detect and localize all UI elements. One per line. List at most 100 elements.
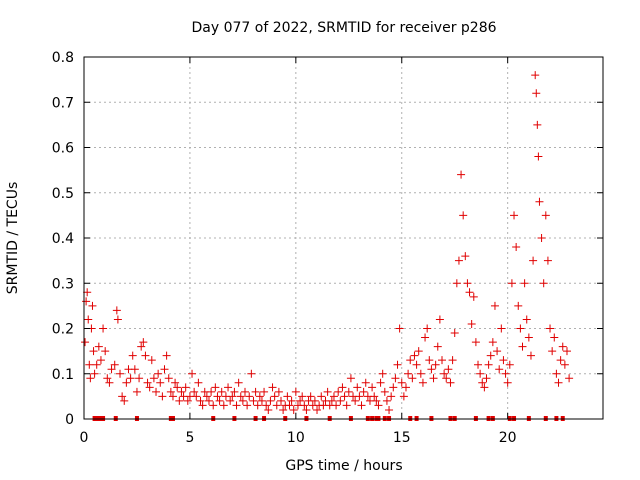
data-point [207,387,216,396]
data-point [287,396,296,405]
data-point [425,356,434,365]
data-point [385,405,394,414]
data-point [461,252,470,261]
data-point [562,347,571,356]
data-point [211,383,220,392]
y-axis-ticks: 0 0.1 0.2 0.3 0.4 0.5 0.6 0.7 0.8 [52,50,603,428]
data-point [236,392,245,401]
data-point [81,338,90,347]
data-point [395,324,404,333]
data-point [306,392,315,401]
data-point [264,405,273,414]
data-point [128,351,137,360]
grid [84,57,603,419]
data-point [272,401,281,410]
data-point [156,378,165,387]
data-point [518,342,527,351]
data-point [421,333,430,342]
y-tick-label: 0.1 [52,367,74,383]
data-point [448,356,457,365]
y-tick-label: 0.8 [52,50,74,66]
data-point [158,392,167,401]
data-point [446,378,455,387]
data-point [429,374,438,383]
data-point [374,401,383,410]
data-point [120,396,129,405]
data-point [217,387,226,396]
data-point [512,243,521,252]
data-point [89,347,98,356]
data-point [361,378,370,387]
data-point [501,369,510,378]
data-point [92,360,101,369]
data-point [499,356,508,365]
x-axis-ticks: 0 5 10 15 20 [80,57,517,446]
data-point [380,387,389,396]
data-point [480,383,489,392]
data-point [230,387,239,396]
data-point [94,342,103,351]
data-point [171,378,180,387]
data-point [486,351,495,360]
data-point [510,211,519,220]
data-point [554,378,563,387]
data-point [399,392,408,401]
data-point [478,378,487,387]
data-point [431,360,440,369]
data-point [355,392,364,401]
y-axis-label: SRMTID / TECUs [5,182,21,295]
data-point [168,392,177,401]
data-point [533,120,542,129]
data-point [101,347,110,356]
data-point [160,365,169,374]
data-point [408,374,417,383]
data-point [99,324,108,333]
x-tick-label: 10 [287,430,305,446]
data-point [490,301,499,310]
data-point [393,360,402,369]
data-point [116,369,125,378]
data-point [423,324,432,333]
data-point [260,387,269,396]
data-point [84,315,93,324]
data-point [344,387,353,396]
data-point [452,279,461,288]
data-point [83,288,92,297]
data-point [277,396,286,405]
y-tick-label: 0.4 [52,231,74,247]
data-point [96,356,105,365]
data-point [454,256,463,265]
data-point [368,383,377,392]
x-tick-label: 0 [80,430,89,446]
data-point [313,405,322,414]
data-point [122,378,131,387]
data-point [532,89,541,98]
data-point [342,401,351,410]
data-point [438,356,447,365]
data-point [215,396,224,405]
data-point [516,324,525,333]
data-point [418,378,427,387]
data-point [370,392,379,401]
data-point [442,374,451,383]
data-point [357,401,366,410]
data-point [323,387,332,396]
data-point [88,301,97,310]
data-point [450,329,459,338]
data-point [534,152,543,161]
data-point [268,383,277,392]
data-point [226,396,235,405]
data-point [166,387,175,396]
data-points [81,71,574,414]
data-point [433,342,442,351]
data-point [476,369,485,378]
data-point [327,396,336,405]
data-point [240,387,249,396]
data-point [505,360,514,369]
data-point [188,369,197,378]
data-point [234,378,243,387]
data-point [372,396,381,405]
data-point [257,396,266,405]
data-point [183,396,192,405]
data-point [249,396,258,405]
